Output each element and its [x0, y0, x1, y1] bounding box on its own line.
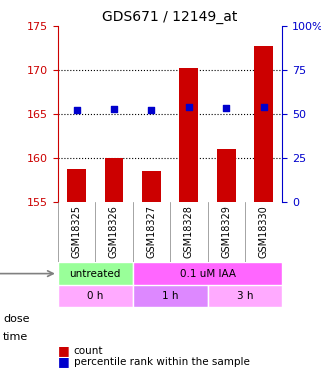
Text: GSM18328: GSM18328	[184, 205, 194, 258]
Text: GSM18325: GSM18325	[72, 205, 82, 258]
Text: GSM18330: GSM18330	[259, 205, 269, 258]
Bar	[67, 169, 86, 202]
Text: GSM18326: GSM18326	[109, 205, 119, 258]
Text: untreated: untreated	[70, 268, 121, 279]
Text: GSM18329: GSM18329	[221, 205, 231, 258]
Text: percentile rank within the sample: percentile rank within the sample	[74, 357, 250, 367]
Point	[261, 104, 266, 110]
FancyBboxPatch shape	[58, 262, 133, 285]
Text: 0.1 uM IAA: 0.1 uM IAA	[179, 268, 236, 279]
Text: 3 h: 3 h	[237, 291, 253, 301]
Point	[74, 107, 79, 113]
FancyBboxPatch shape	[133, 262, 282, 285]
Text: ■: ■	[58, 344, 70, 357]
Text: dose: dose	[3, 315, 30, 324]
FancyBboxPatch shape	[208, 285, 282, 308]
Title: GDS671 / 12149_at: GDS671 / 12149_at	[102, 10, 238, 24]
Point	[224, 105, 229, 111]
FancyBboxPatch shape	[133, 285, 208, 308]
Bar	[179, 69, 198, 202]
Bar	[142, 171, 161, 202]
Bar	[217, 149, 236, 202]
Text: count: count	[74, 346, 103, 355]
Text: ■: ■	[58, 356, 70, 368]
Point	[186, 104, 191, 110]
Point	[149, 107, 154, 113]
FancyBboxPatch shape	[58, 285, 133, 308]
Bar	[254, 46, 273, 202]
Point	[111, 106, 117, 112]
Bar	[105, 158, 123, 202]
Text: GSM18327: GSM18327	[146, 205, 156, 258]
Text: 1 h: 1 h	[162, 291, 178, 301]
Text: 0 h: 0 h	[87, 291, 103, 301]
Text: time: time	[3, 333, 29, 342]
